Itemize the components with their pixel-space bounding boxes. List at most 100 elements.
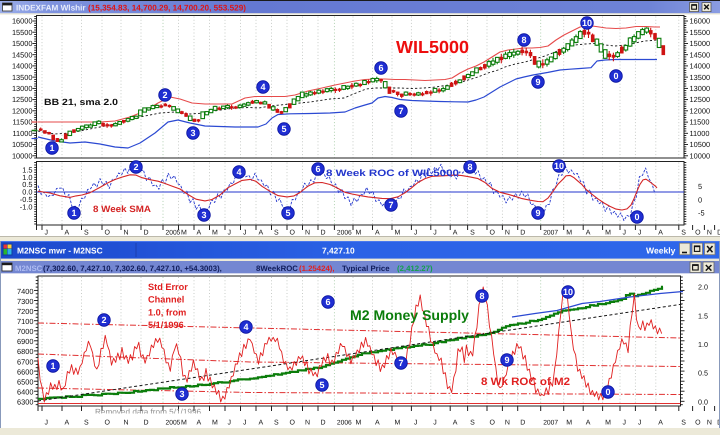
svg-text:Std Error: Std Error xyxy=(148,282,188,292)
svg-text:N: N xyxy=(505,230,510,237)
svg-text:BB 21, sma 2.0: BB 21, sma 2.0 xyxy=(44,97,118,107)
svg-text:15000: 15000 xyxy=(690,39,711,48)
svg-text:1.5: 1.5 xyxy=(22,165,32,174)
svg-text:14500: 14500 xyxy=(690,50,711,59)
svg-text:D: D xyxy=(321,420,326,427)
svg-text:A: A xyxy=(197,230,202,237)
svg-text:A: A xyxy=(259,420,264,427)
svg-text:2: 2 xyxy=(162,90,167,100)
svg-text:D: D xyxy=(144,420,149,427)
svg-text:O: O xyxy=(105,230,111,237)
svg-text:7: 7 xyxy=(398,358,403,368)
svg-text:WIL5000: WIL5000 xyxy=(396,37,469,57)
svg-text:A: A xyxy=(453,230,458,237)
svg-text:3: 3 xyxy=(190,128,195,138)
svg-text:J: J xyxy=(243,420,247,427)
svg-text:2: 2 xyxy=(101,315,106,325)
svg-text:J: J xyxy=(45,420,49,427)
svg-text:A: A xyxy=(375,230,380,237)
svg-text:(1.25424),: (1.25424), xyxy=(299,264,335,273)
svg-text:M: M xyxy=(605,420,611,427)
svg-text:10500: 10500 xyxy=(12,140,33,149)
svg-text:12500: 12500 xyxy=(12,95,33,104)
svg-text:A: A xyxy=(586,420,591,427)
svg-text:13000: 13000 xyxy=(690,84,711,93)
svg-text:J: J xyxy=(414,230,418,237)
svg-text:7: 7 xyxy=(388,200,393,210)
svg-text:J: J xyxy=(638,230,642,237)
svg-text:1: 1 xyxy=(49,143,54,153)
svg-text:13000: 13000 xyxy=(12,84,33,93)
svg-text:A: A xyxy=(65,420,70,427)
svg-text:M: M xyxy=(356,420,362,427)
svg-text:9: 9 xyxy=(504,355,509,365)
svg-text:N: N xyxy=(124,230,129,237)
svg-text:5/1/1996: 5/1/1996 xyxy=(148,320,184,330)
svg-text:M: M xyxy=(181,420,187,427)
svg-text:D: D xyxy=(520,230,525,237)
svg-text:15500: 15500 xyxy=(12,28,33,37)
svg-text:D: D xyxy=(520,420,525,427)
svg-text:M: M xyxy=(212,420,218,427)
svg-text:A: A xyxy=(658,230,663,237)
svg-text:0.0: 0.0 xyxy=(698,397,708,406)
svg-text:14000: 14000 xyxy=(12,62,33,71)
svg-text:5: 5 xyxy=(285,208,290,218)
svg-text:N: N xyxy=(305,420,310,427)
svg-text:A: A xyxy=(197,420,202,427)
svg-text:M: M xyxy=(395,230,401,237)
svg-text:O: O xyxy=(695,230,701,237)
svg-text:10000: 10000 xyxy=(12,151,33,160)
svg-text:14500: 14500 xyxy=(12,50,33,59)
svg-text:3: 3 xyxy=(179,389,184,399)
svg-text:M: M xyxy=(566,420,572,427)
svg-text:2005: 2005 xyxy=(166,420,181,427)
svg-text:16000: 16000 xyxy=(690,17,711,26)
svg-text:4: 4 xyxy=(260,82,265,92)
svg-text:1: 1 xyxy=(50,361,55,371)
svg-text:6: 6 xyxy=(325,297,330,307)
svg-text:J: J xyxy=(228,420,232,427)
svg-text:N: N xyxy=(505,420,510,427)
svg-text:11000: 11000 xyxy=(12,129,32,138)
svg-text:11500: 11500 xyxy=(690,118,710,127)
svg-text:10000: 10000 xyxy=(690,151,711,160)
svg-text:15000: 15000 xyxy=(12,39,33,48)
svg-text:S: S xyxy=(470,230,475,237)
svg-text:D: D xyxy=(717,230,720,237)
svg-text:J: J xyxy=(623,420,627,427)
svg-text:S: S xyxy=(681,420,686,427)
svg-text:2.0: 2.0 xyxy=(698,283,708,292)
svg-text:11000: 11000 xyxy=(690,129,710,138)
svg-text:J: J xyxy=(433,420,437,427)
svg-text:11500: 11500 xyxy=(12,118,32,127)
svg-text:A: A xyxy=(375,420,380,427)
svg-text:M2NSC mwr - M2NSC: M2NSC mwr - M2NSC xyxy=(17,246,103,256)
svg-text:A: A xyxy=(65,230,70,237)
svg-text:0: 0 xyxy=(613,71,618,81)
svg-text:-1.0: -1.0 xyxy=(20,202,33,211)
svg-text:N: N xyxy=(305,230,310,237)
svg-text:0.5: 0.5 xyxy=(22,180,32,189)
svg-text:INDEXFAM Wlshir: INDEXFAM Wlshir xyxy=(16,4,86,13)
svg-text:A: A xyxy=(453,420,458,427)
svg-text:S: S xyxy=(274,230,279,237)
svg-text:Typical Price: Typical Price xyxy=(342,264,390,273)
svg-text:14000: 14000 xyxy=(690,62,711,71)
svg-text:M2NSC: M2NSC xyxy=(15,264,43,273)
svg-text:D: D xyxy=(321,230,326,237)
svg-text:N: N xyxy=(124,420,129,427)
svg-text:8 Week SMA: 8 Week SMA xyxy=(93,204,151,214)
svg-text:M: M xyxy=(605,230,611,237)
svg-text:M2 Money Supply: M2 Money Supply xyxy=(350,307,469,323)
svg-text:(7,302.60, 7,427.10, 7,302.60,: (7,302.60, 7,427.10, 7,302.60, 7,427.10,… xyxy=(43,264,222,273)
svg-text:D: D xyxy=(717,420,720,427)
svg-text:6700: 6700 xyxy=(17,357,33,366)
svg-text:1.0, from: 1.0, from xyxy=(148,307,186,317)
svg-text:3: 3 xyxy=(201,210,206,220)
svg-text:13500: 13500 xyxy=(12,73,33,82)
svg-text:-5: -5 xyxy=(698,209,705,218)
svg-text:A: A xyxy=(259,230,264,237)
svg-text:0: 0 xyxy=(634,212,639,222)
svg-text:7000: 7000 xyxy=(17,327,33,336)
